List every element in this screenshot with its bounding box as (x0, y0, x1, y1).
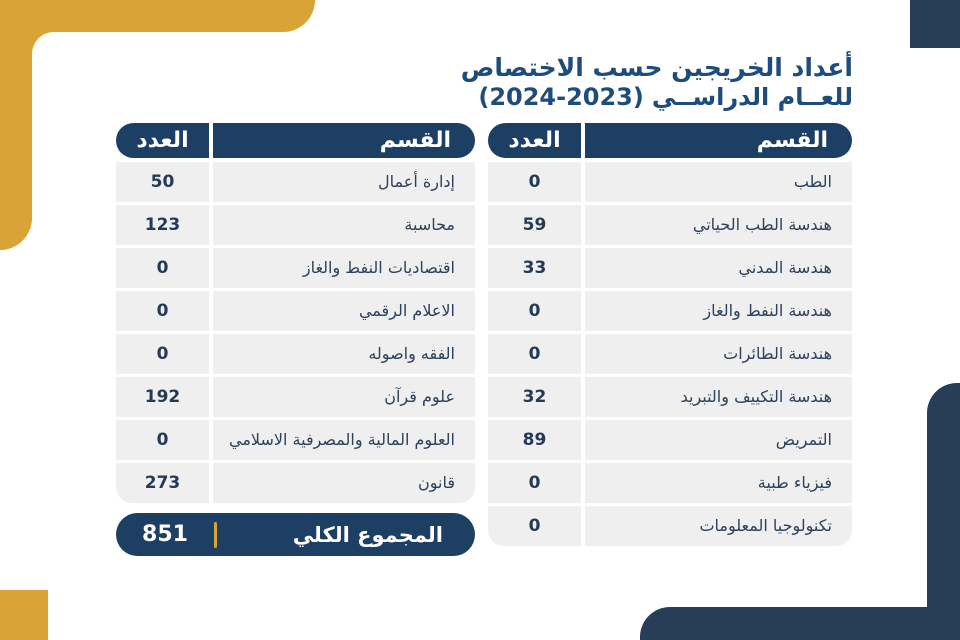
column-header-count: العدد (488, 123, 581, 158)
table-row: اقتصاديات النفط والغاز 0 (116, 248, 475, 288)
count-cell: 50 (116, 162, 209, 202)
grand-total-label: المجموع الكلي (292, 522, 443, 547)
count-cell: 0 (488, 162, 581, 202)
department-cell: إدارة أعمال (213, 162, 475, 202)
table-row: هندسة التكييف والتبريد 32 (488, 377, 852, 417)
page-title-line2-text: للعــام الدراســي (651, 83, 853, 111)
page-title-year: (2024-2023) (478, 83, 644, 111)
table-header: القسم العدد (488, 123, 852, 158)
department-cell: التمريض (585, 420, 852, 460)
department-cell: هندسة المدني (585, 248, 852, 288)
department-cell: هندسة الطائرات (585, 334, 852, 374)
department-cell: هندسة الطب الحياتي (585, 205, 852, 245)
table-row: العلوم المالية والمصرفية الاسلامي 0 (116, 420, 475, 460)
table-row: الاعلام الرقمي 0 (116, 291, 475, 331)
page-title-line2: للعــام الدراســي (2024-2023) (461, 83, 853, 111)
department-cell: اقتصاديات النفط والغاز (213, 248, 475, 288)
table-row: علوم قرآن 192 (116, 377, 475, 417)
page-title: أعداد الخريجين حسب الاختصاص للعــام الدر… (461, 52, 853, 111)
count-cell: 123 (116, 205, 209, 245)
count-cell: 273 (116, 463, 209, 503)
grand-total-bar: المجموع الكلي 851 (116, 513, 475, 556)
count-cell: 0 (116, 420, 209, 460)
count-cell: 33 (488, 248, 581, 288)
table-row: هندسة المدني 33 (488, 248, 852, 288)
department-cell: الاعلام الرقمي (213, 291, 475, 331)
count-cell: 0 (116, 291, 209, 331)
column-header-count: العدد (116, 123, 209, 158)
count-cell: 0 (488, 291, 581, 331)
column-header-department: القسم (585, 123, 852, 158)
table-row: هندسة النفط والغاز 0 (488, 291, 852, 331)
grand-total-value: 851 (142, 522, 188, 547)
department-cell: هندسة التكييف والتبريد (585, 377, 852, 417)
table-row: فيزياء طبية 0 (488, 463, 852, 503)
department-cell: الفقه واصوله (213, 334, 475, 374)
table-row: قانون 273 (116, 463, 475, 503)
table-row: هندسة الطائرات 0 (488, 334, 852, 374)
count-cell: 192 (116, 377, 209, 417)
column-header-department: القسم (213, 123, 475, 158)
graduates-table-right: القسم العدد الطب 0 هندسة الطب الحياتي 59… (488, 123, 852, 549)
grand-total-divider (214, 521, 217, 548)
department-cell: محاسبة (213, 205, 475, 245)
table-row: هندسة الطب الحياتي 59 (488, 205, 852, 245)
count-cell: 0 (488, 334, 581, 374)
count-cell: 0 (488, 506, 581, 546)
graduates-table-left: القسم العدد إدارة أعمال 50 محاسبة 123 اق… (116, 123, 475, 506)
count-cell: 89 (488, 420, 581, 460)
table-header: القسم العدد (116, 123, 475, 158)
department-cell: علوم قرآن (213, 377, 475, 417)
department-cell: قانون (213, 463, 475, 503)
count-cell: 0 (488, 463, 581, 503)
department-cell: تكنولوجيا المعلومات (585, 506, 852, 546)
table-row: محاسبة 123 (116, 205, 475, 245)
page-title-line1: أعداد الخريجين حسب الاختصاص (460, 53, 853, 82)
count-cell: 0 (116, 334, 209, 374)
count-cell: 32 (488, 377, 581, 417)
table-row: التمريض 89 (488, 420, 852, 460)
department-cell: العلوم المالية والمصرفية الاسلامي (213, 420, 475, 460)
table-row: الفقه واصوله 0 (116, 334, 475, 374)
table-row: إدارة أعمال 50 (116, 162, 475, 202)
department-cell: هندسة النفط والغاز (585, 291, 852, 331)
count-cell: 0 (116, 248, 209, 288)
count-cell: 59 (488, 205, 581, 245)
department-cell: الطب (585, 162, 852, 202)
table-row: الطب 0 (488, 162, 852, 202)
table-row: تكنولوجيا المعلومات 0 (488, 506, 852, 546)
department-cell: فيزياء طبية (585, 463, 852, 503)
